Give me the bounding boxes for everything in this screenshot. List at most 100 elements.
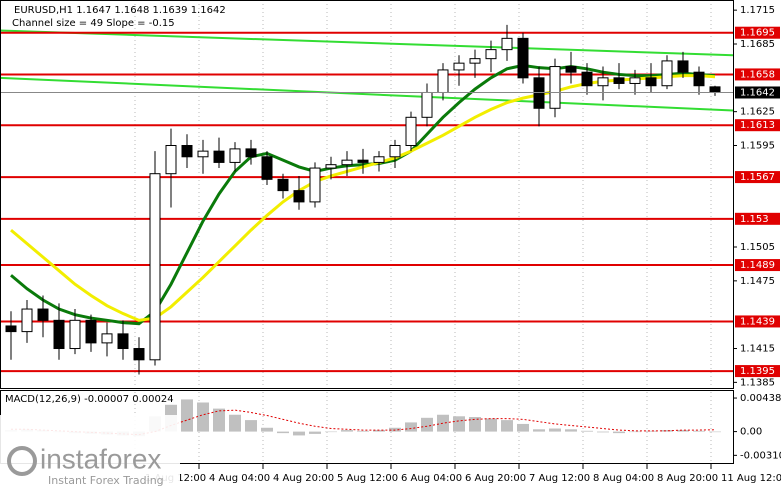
candle-body (293, 190, 305, 203)
watermark-logo (7, 446, 37, 476)
candle-body (197, 150, 209, 158)
macd-bar (405, 422, 417, 432)
candle-body (709, 86, 721, 93)
candle-body (181, 145, 193, 158)
candle-body (229, 148, 241, 163)
candle-body (677, 60, 689, 73)
y-tick-label: 1.1385 (740, 377, 775, 388)
x-tick-label: 4 Aug 04:00 (209, 473, 270, 484)
macd-bar (309, 431, 321, 434)
level-label: 1.1613 (740, 120, 775, 131)
macd-bar (613, 431, 625, 434)
last-price-label: 1.1642 (740, 87, 775, 98)
level-box (735, 68, 780, 81)
macd-bar (501, 420, 513, 432)
candle-body (437, 69, 449, 93)
candle-body (149, 173, 161, 361)
candle-body (213, 150, 225, 163)
macd-bar (693, 430, 705, 432)
level-label: 1.1439 (740, 316, 775, 327)
y-tick-label: 1.1595 (740, 141, 775, 152)
candle-body (325, 164, 337, 169)
candle-body (549, 66, 561, 109)
macd-bar (213, 408, 225, 432)
candle-body (597, 77, 609, 87)
candle-body (133, 348, 145, 361)
candle-body (693, 71, 705, 87)
candle-body (117, 333, 129, 350)
x-tick-label: 8 Aug 20:00 (657, 473, 718, 484)
macd-bar (197, 402, 209, 432)
candle-body (501, 37, 513, 51)
y-tick-label: 1.1715 (740, 5, 775, 16)
candle-body (469, 58, 481, 64)
level-label: 1.1489 (740, 260, 775, 271)
level-box (735, 171, 780, 184)
y-tick-label: 1.1415 (740, 344, 775, 355)
y-tick-label: 1.1625 (740, 107, 775, 118)
level-label: 1.1567 (740, 172, 775, 183)
candle-body (21, 308, 33, 333)
macd-title: MACD(12,26,9) -0.00007 0.00024 (5, 394, 174, 405)
level-label: 1.1658 (740, 69, 775, 80)
macd-bar (437, 414, 449, 432)
macd-bar (645, 430, 657, 432)
watermark-tagline: Instant Forex Trading (48, 474, 164, 487)
candle-body (405, 116, 417, 146)
x-tick-label: 6 Aug 20:00 (465, 473, 526, 484)
y-tick-label: 1.1475 (740, 276, 775, 287)
level-box (735, 259, 780, 272)
level-label: 1.1395 (740, 366, 775, 377)
macd-bar (245, 420, 257, 432)
watermark: instaforex Instant Forex Trading (0, 415, 180, 489)
candle-body (309, 167, 321, 203)
y-tick-label: 1.1685 (740, 39, 775, 50)
macd-bar (549, 428, 561, 432)
plot-layer: 1.1715 1.1685 1.1625 1.1595 1.1505 1.1475 1.14… (0, 0, 781, 469)
candle-body (645, 77, 657, 87)
candle-body (165, 145, 177, 175)
candle-body (341, 159, 353, 166)
macd-bar (629, 431, 641, 433)
macd-bar (341, 430, 353, 432)
y-tick-label: -0.00310 (740, 450, 781, 461)
y-tick-label: 0.00438 (740, 393, 781, 404)
x-tick-label: 11 Aug 12:00 (721, 473, 781, 484)
macd-bar (469, 417, 481, 432)
x-tick-label: 8 Aug 04:00 (593, 473, 654, 484)
macd-bar (485, 418, 497, 432)
candle-body (661, 60, 673, 87)
chart-subtitle: Channel size = 49 Slope = -0.15 (12, 18, 175, 29)
candle-body (613, 77, 625, 84)
macd-bar (677, 430, 689, 432)
macd-bar (517, 423, 529, 432)
level-label: 1.1695 (740, 28, 775, 39)
candle-body (245, 148, 257, 158)
watermark-brand: instaforex (40, 443, 161, 474)
chart-title: EURUSD,H1 1.1647 1.1648 1.1639 1.1642 (14, 5, 226, 16)
y-tick-label: 0.00 (740, 427, 762, 438)
candle-body (69, 319, 81, 350)
candle-body (533, 77, 545, 109)
main-frame (0, 0, 734, 389)
candle-body (101, 333, 113, 344)
x-tick-label: 7 Aug 12:00 (529, 473, 590, 484)
candle-body (485, 49, 497, 60)
level-box (735, 26, 780, 39)
macd-bar (181, 399, 193, 432)
candle-body (565, 66, 577, 73)
macd-bar (261, 427, 273, 432)
macd-bar (565, 429, 577, 432)
candle-body (261, 156, 273, 180)
candle-body (629, 77, 641, 84)
candle-body (53, 319, 65, 350)
last-price-box (735, 86, 780, 99)
channel-line (0, 76, 734, 112)
macd-bar (357, 430, 369, 432)
level-box (735, 315, 780, 328)
macd-bar (373, 430, 385, 432)
candle-body (453, 62, 465, 71)
channel-line (0, 29, 734, 57)
macd-bar (709, 431, 721, 433)
